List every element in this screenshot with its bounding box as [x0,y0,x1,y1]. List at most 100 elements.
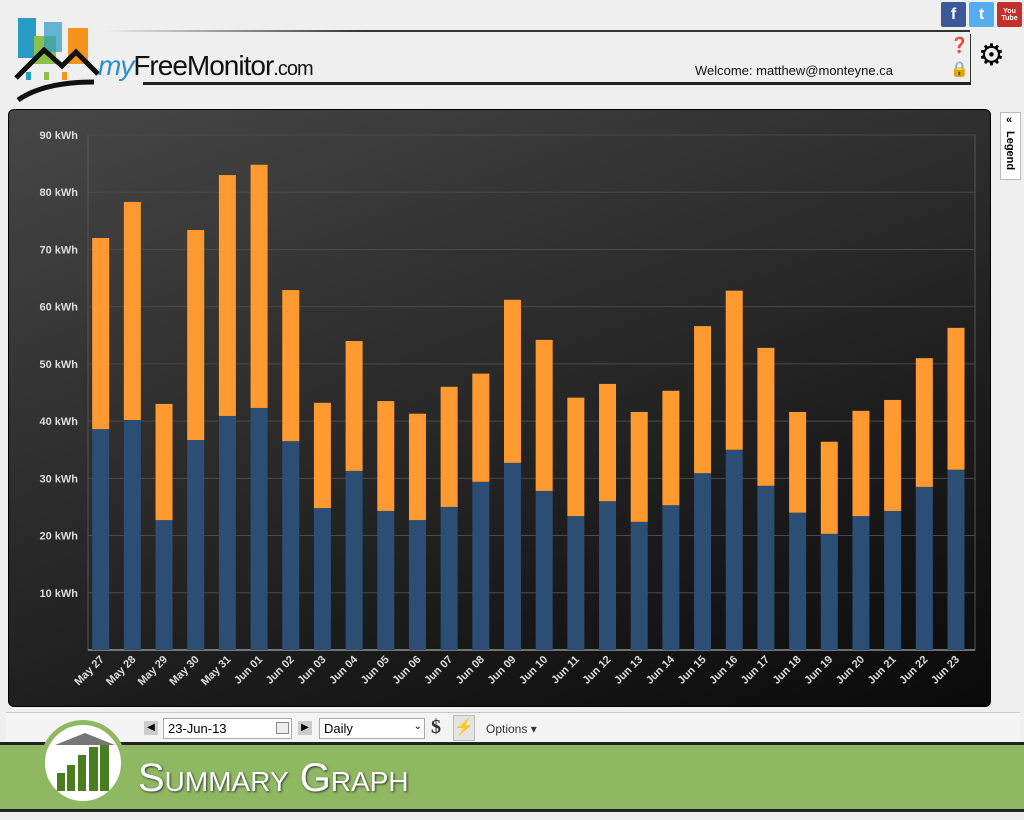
x-tick-label: Jun 02 [264,654,297,687]
x-tick-label: Jun 20 [834,654,867,687]
bar-segment-lower [92,429,110,650]
bar-segment-upper [535,339,553,491]
title-band [0,742,1024,812]
legend-tab[interactable]: « Legend [1000,112,1021,180]
bar-segment-lower [187,439,205,650]
bar-segment-lower [915,486,933,650]
bar-segment-lower [789,512,807,650]
bar-segment-lower [662,505,680,650]
x-tick-label: Jun 06 [390,654,423,687]
date-value: 23-Jun-13 [168,721,227,736]
x-tick-label: May 27 [72,654,106,688]
x-tick-label: Jun 21 [866,654,899,687]
twitter-icon[interactable]: t [969,2,994,27]
bar-segment-lower [472,481,490,650]
youtube-icon[interactable]: You Tube [997,2,1022,27]
y-tick-label: 50 kWh [39,359,78,371]
toolbar: ◀ 23-Jun-13 ▶ Daily ⌄ $ ⚡ Options ▾ [6,712,1020,742]
bar-segment-upper [155,403,173,521]
bar-segment-lower [852,516,870,650]
energy-toggle[interactable]: ⚡ [453,715,475,741]
x-tick-label: Jun 09 [485,654,518,687]
bar-segment-upper [789,411,807,513]
x-tick-label: Jun 16 [707,654,740,687]
bar-segment-upper [123,201,141,420]
y-tick-label: 20 kWh [39,531,78,543]
options-menu[interactable]: Options ▾ [486,722,537,736]
period-select[interactable]: Daily ⌄ [319,718,425,739]
x-tick-label: Jun 07 [422,654,455,687]
bar-segment-upper [313,402,331,509]
divider [105,30,970,32]
x-tick-label: Jun 13 [612,654,645,687]
bar-segment-lower [757,485,775,650]
bar-chart-icon [40,720,126,806]
bar-segment-lower [377,510,395,650]
y-tick-label: 30 kWh [39,473,78,485]
divider [143,82,971,85]
next-date-button[interactable]: ▶ [298,721,312,735]
bar-segment-upper [282,290,300,442]
prev-date-button[interactable]: ◀ [144,721,158,735]
bar-segment-upper [567,397,585,517]
period-value: Daily [324,721,353,736]
bar-segment-lower [218,415,236,650]
x-tick-label: Jun 19 [802,654,835,687]
bar-segment-upper [218,175,236,416]
bar-segment-lower [282,441,300,650]
lock-icon[interactable]: 🔒 [950,61,969,78]
bar-segment-lower [599,501,617,650]
summary-chart: 10 kWh 20 kWh 30 kWh 40 kWh 50 kWh 60 kWh 70 k… [39,130,976,688]
welcome-text: Welcome: matthew@monteyne.ca [695,63,893,78]
brand-my: my [98,50,134,81]
divider [970,34,971,82]
x-tick-label: Jun 23 [929,654,962,687]
brand-main: FreeMonitor [133,50,274,81]
x-tick-label: May 31 [199,654,233,688]
bar-segment-upper [852,410,870,517]
social-links: f t You Tube [941,2,1022,27]
bar-segment-lower [503,462,521,650]
bar-segment-lower [947,469,965,650]
currency-toggle[interactable]: $ [431,716,441,738]
chevron-down-icon: ⌄ [413,721,422,732]
calendar-icon[interactable] [276,722,289,734]
bar-segment-upper [662,390,680,506]
collapse-icon[interactable]: « [1006,114,1013,126]
bar-segment-upper [377,401,395,511]
x-tick-label: Jun 18 [771,654,804,687]
x-tick-label: May 29 [136,654,170,688]
facebook-icon[interactable]: f [941,2,966,27]
x-tick-label: Jun 17 [739,654,772,687]
bar-segment-upper [599,383,617,502]
bar-segment-lower [884,510,902,650]
date-input[interactable]: 23-Jun-13 [163,718,292,739]
bar-segment-upper [820,441,838,534]
bar-segment-upper [250,164,268,408]
help-icon[interactable]: ❓ [950,37,969,54]
bar-segment-upper [884,399,902,511]
bar-segment-lower [630,521,648,650]
logo-icon [14,18,100,102]
y-tick-label: 70 kWh [39,244,78,256]
bar-segment-lower [345,470,363,650]
x-tick-label: Jun 11 [549,654,582,687]
x-tick-label: Jun 05 [359,654,392,687]
bar-segment-upper [947,327,965,470]
bar-segment-lower [535,490,553,650]
x-tick-label: Jun 03 [295,654,328,687]
page-title: Summary Graph [138,756,409,800]
bar-segment-upper [503,299,521,463]
bar-segment-upper [440,386,458,507]
bar-segment-lower [440,506,458,650]
y-tick-label: 10 kWh [39,588,78,600]
x-tick-label: Jun 15 [676,654,709,687]
bar-segment-lower [123,419,141,650]
x-tick-label: Jun 12 [581,654,614,687]
bar-segment-lower [313,508,331,650]
bar-segment-upper [915,358,933,487]
gear-icon[interactable]: ⚙ [978,39,1005,72]
x-tick-label: May 28 [104,654,138,688]
bar-segment-upper [630,411,648,522]
brand-name[interactable]: myFreeMonitor.com [98,50,314,82]
